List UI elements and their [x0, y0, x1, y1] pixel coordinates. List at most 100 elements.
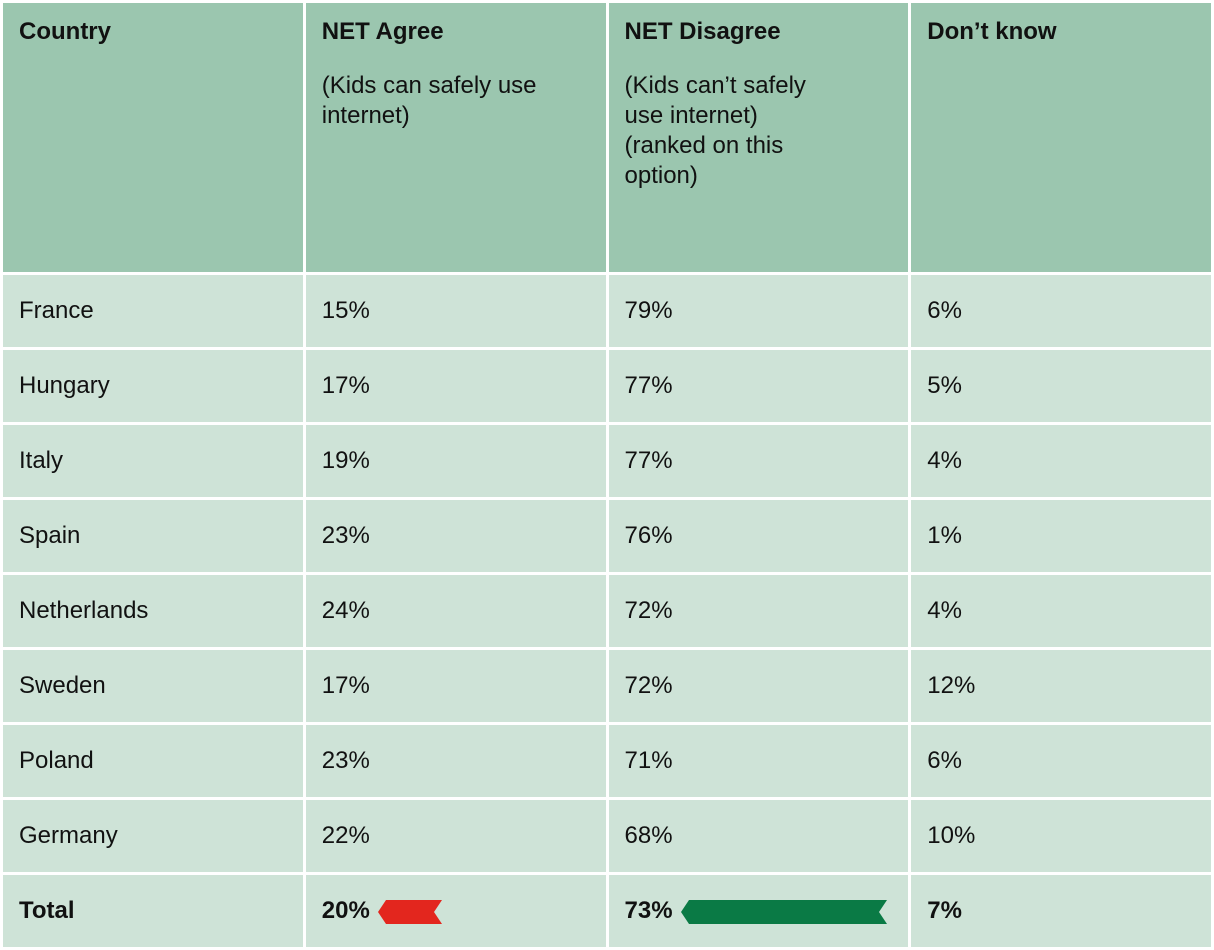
header-note: (Kids can safely use internet): [321, 72, 537, 129]
cell: Italy: [0, 422, 306, 500]
cell-text: 12%: [927, 672, 976, 699]
header-title: Don’t know: [927, 18, 1057, 45]
table-row: Germany 22% 68% 10%: [0, 797, 1214, 875]
cell: 10%: [908, 797, 1214, 875]
header-cell: Don’t know: [908, 0, 1214, 275]
cell-text: 22%: [321, 822, 370, 849]
cell-text: 10%: [927, 822, 976, 849]
cell-text: 68%: [624, 822, 673, 849]
cell: 4%: [908, 572, 1214, 650]
cell-text: 15%: [321, 297, 370, 324]
cell: Spain: [0, 497, 306, 575]
cell: 71%: [605, 722, 912, 800]
cell-text: 19%: [321, 447, 370, 474]
cell-text: 77%: [624, 447, 673, 474]
red-arrow: [377, 899, 442, 924]
cell-text: 7%: [927, 897, 962, 924]
cell-text: 72%: [624, 597, 673, 624]
cell: 72%: [605, 647, 912, 725]
header-title: Country: [19, 18, 111, 45]
cell: Hungary: [0, 347, 306, 425]
cell: 24%: [302, 572, 609, 650]
table-body: France 15% 79% 6% Hungary 17% 77% 5% Italy 19% 77%…: [0, 272, 1214, 875]
cell-text: 77%: [624, 372, 673, 399]
header-cell: NET Disagree (Kids can’t safely use inter…: [605, 0, 912, 275]
header-cell: Country: [0, 0, 306, 275]
cell: 1%: [908, 497, 1214, 575]
cell-text: 1%: [927, 522, 962, 549]
cell: 15%: [302, 272, 609, 350]
cell: Germany: [0, 797, 306, 875]
cell: 19%: [302, 422, 609, 500]
cell-text: 4%: [927, 597, 962, 624]
header-title: NET Disagree: [624, 18, 781, 45]
cell: 4%: [908, 422, 1214, 500]
cell: 79%: [605, 272, 912, 350]
cell-text: 17%: [321, 372, 370, 399]
table-row: Italy 19% 77% 4%: [0, 422, 1214, 500]
cell-text: 71%: [624, 747, 673, 774]
cell: 77%: [605, 422, 912, 500]
cell-text: 76%: [624, 522, 673, 549]
cell: Poland: [0, 722, 306, 800]
cell-text: France: [19, 297, 94, 324]
cell: 22%: [302, 797, 609, 875]
header-row: Country NET Agree (Kids can safely use int…: [0, 0, 1214, 275]
cell-text: Italy: [19, 447, 64, 474]
table-row: France 15% 79% 6%: [0, 272, 1214, 350]
total-row: Total 20% 73% 7%: [0, 872, 1214, 950]
cell-text: 6%: [927, 297, 962, 324]
cell-text: Sweden: [19, 672, 106, 699]
cell: 7%: [908, 872, 1214, 950]
cell: 6%: [908, 722, 1214, 800]
header-note: (Kids can’t safely use internet): [624, 72, 806, 129]
header-note: (ranked on this option): [624, 132, 784, 189]
table-row: Netherlands 24% 72% 4%: [0, 572, 1214, 650]
cell: Total: [0, 872, 306, 950]
cell-text: 23%: [321, 522, 370, 549]
table-header: Country NET Agree (Kids can safely use int…: [0, 0, 1214, 275]
cell: France: [0, 272, 306, 350]
cell: 23%: [302, 722, 609, 800]
cell: 6%: [908, 272, 1214, 350]
cell-text: Poland: [19, 747, 94, 774]
cell: 17%: [302, 647, 609, 725]
cell-text: 23%: [321, 747, 370, 774]
cell: 20%: [302, 872, 609, 950]
cell-text: Spain: [19, 522, 81, 549]
cell-text: 5%: [927, 372, 962, 399]
cell: Sweden: [0, 647, 306, 725]
cell: 72%: [605, 572, 912, 650]
cell-text: 4%: [927, 447, 962, 474]
cell-text: 20%: [321, 897, 370, 924]
cell: 73%: [605, 872, 912, 950]
header-title: NET Agree: [321, 18, 444, 45]
table-footer: Total 20% 73% 7%: [0, 872, 1214, 950]
arrow-shape: [680, 899, 887, 924]
cell-text: 24%: [321, 597, 370, 624]
cell: Netherlands: [0, 572, 306, 650]
table-row: Sweden 17% 72% 12%: [0, 647, 1214, 725]
table-row: Hungary 17% 77% 5%: [0, 347, 1214, 425]
arrow-shape: [377, 899, 442, 924]
header-cell: NET Agree (Kids can safely use internet): [302, 0, 609, 275]
cell: 76%: [605, 497, 912, 575]
cell-text: Germany: [19, 822, 118, 849]
cell: 5%: [908, 347, 1214, 425]
cell: 23%: [302, 497, 609, 575]
cell-text: 79%: [624, 297, 673, 324]
table-row: Poland 23% 71% 6%: [0, 722, 1214, 800]
cell-text: Hungary: [19, 372, 110, 399]
cell-text: 72%: [624, 672, 673, 699]
cell-text: 17%: [321, 672, 370, 699]
cell-text: Total: [19, 897, 75, 924]
cell: 17%: [302, 347, 609, 425]
table-row: Spain 23% 76% 1%: [0, 497, 1214, 575]
cell-text: 73%: [624, 897, 673, 924]
green-arrow: [680, 899, 887, 924]
cell-text: 6%: [927, 747, 962, 774]
cell: 77%: [605, 347, 912, 425]
cell-text: Netherlands: [19, 597, 149, 624]
